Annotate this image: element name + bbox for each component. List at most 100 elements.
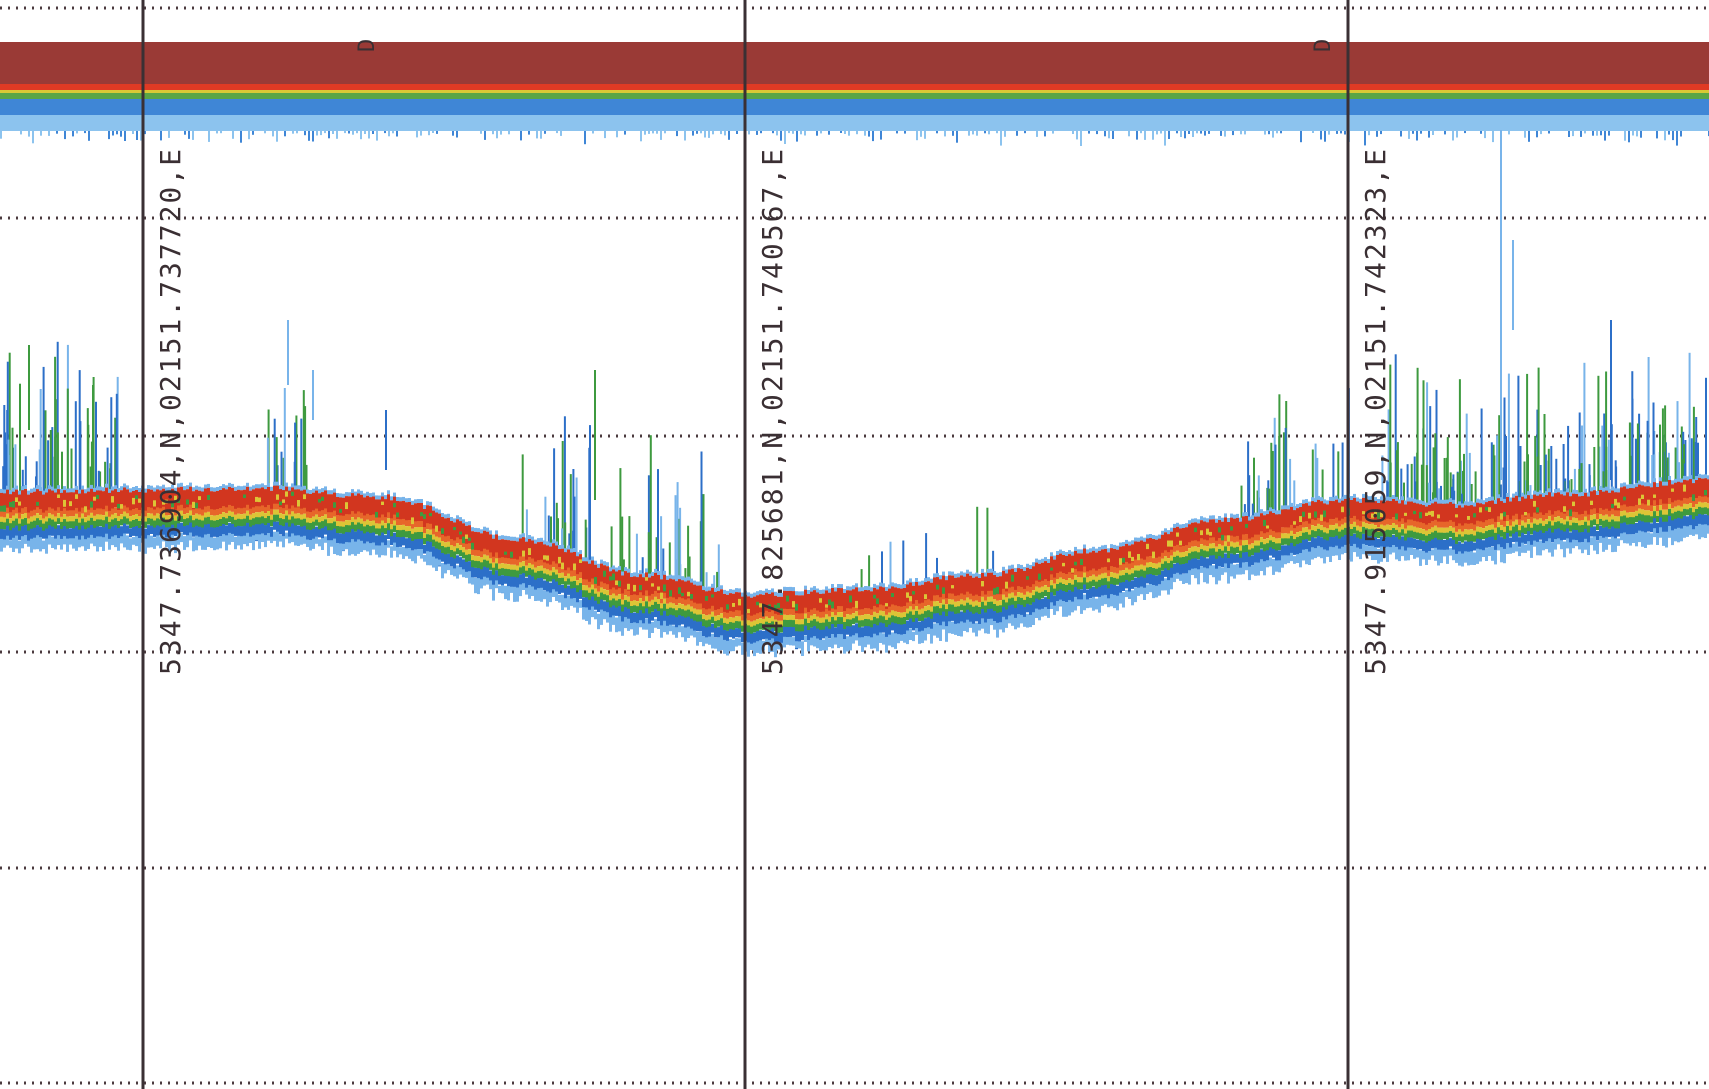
- seabed-echo-sample: [957, 623, 960, 636]
- seabed-echo-sample: [1038, 581, 1041, 588]
- seabed-echo-sample: [135, 495, 138, 500]
- seabed-echo-sample: [960, 571, 963, 576]
- seabed-echo-sample: [1059, 599, 1062, 606]
- seabed-echo-sample: [1638, 480, 1641, 485]
- water-column-echo: [1387, 409, 1390, 506]
- seabed-echo-sample: [96, 536, 99, 552]
- seabed-echo-sample: [747, 614, 750, 621]
- seabed-echo-sample: [777, 614, 780, 621]
- seabed-echo-sample: [1233, 536, 1236, 543]
- seabed-echo-sample: [768, 590, 771, 594]
- seabed-echo-sample: [525, 570, 528, 577]
- seabed-echo-sample: [267, 533, 270, 541]
- seabed-echo-sample: [1707, 525, 1709, 534]
- seabed-echo-sample: [819, 593, 822, 614]
- seabed-echo-sample: [228, 515, 231, 523]
- seabed-echo-sample: [399, 537, 402, 547]
- seabed-echo-sample: [894, 623, 897, 640]
- water-column-echo: [1422, 380, 1425, 509]
- seabed-echo-sample: [789, 619, 792, 627]
- seabed-echo-sample: [1257, 552, 1260, 570]
- seabed-echo-sample: [738, 588, 741, 593]
- seabed-echo-sample: [1509, 525, 1512, 532]
- seabed-echo-sample: [327, 523, 330, 535]
- seabed-echo-sample: [321, 516, 324, 525]
- seabed-echo-sample: [159, 508, 162, 515]
- seabed-echo-sample: [210, 515, 213, 521]
- seabed-echo-sample: [756, 595, 759, 620]
- seabed-echo-sample: [627, 590, 630, 597]
- seabed-echo-sample: [699, 614, 702, 624]
- seabed-echo-sample: [1275, 510, 1278, 515]
- seabed-echo-sample: [1605, 486, 1608, 491]
- water-column-echo: [1601, 425, 1604, 497]
- seabed-echo-sample: [852, 613, 855, 623]
- seabed-echo-sample: [732, 639, 735, 652]
- seabed-echo-sample: [57, 535, 60, 546]
- seabed-echo-sample: [72, 528, 75, 541]
- water-column-echo: [925, 533, 928, 586]
- seabed-echo-sample: [855, 583, 858, 588]
- seabed-echo-sample: [711, 633, 714, 649]
- seabed-echo-sample: [747, 620, 750, 626]
- seabed-echo-sample: [636, 623, 639, 635]
- seabed-echo-sample: [12, 515, 15, 522]
- seabed-echo-sample: [993, 611, 996, 628]
- seabed-echo-sample: [1050, 552, 1053, 557]
- seabed-echo-sample: [9, 490, 12, 495]
- seabed-echo-sample: [1344, 544, 1347, 553]
- seabed-echo-sample: [732, 617, 735, 624]
- seabed-echo-sample: [210, 520, 213, 530]
- seabed-echo-sample: [1350, 529, 1353, 540]
- seabed-echo-sample: [1503, 526, 1506, 533]
- water-column-echo: [902, 540, 905, 590]
- seabed-echo-sample: [600, 609, 603, 625]
- seabed-echo-sample: [1152, 563, 1155, 571]
- seabed-echo-sample: [1287, 538, 1290, 550]
- seabed-echo-sample: [252, 489, 255, 513]
- seabed-echo-sample: [33, 520, 36, 531]
- surface-noise-tick: [1036, 131, 1038, 137]
- water-column-echo: [1638, 413, 1641, 491]
- seabed-echo-sample: [549, 592, 552, 603]
- seabed-echo-sample: [960, 599, 963, 607]
- seabed-echo-sample: [687, 626, 690, 638]
- seabed-echo-sample: [1224, 553, 1227, 570]
- seabed-echo-sample: [72, 516, 75, 524]
- seabed-echo-sample: [477, 550, 480, 557]
- seabed-echo-sample: [1641, 503, 1644, 510]
- seabed-echo-sample: [360, 490, 363, 495]
- seabed-echo-sample: [189, 482, 192, 487]
- seabed-echo-sample: [1158, 574, 1161, 585]
- water-column-echo: [649, 435, 652, 580]
- seabed-echo-sample: [30, 528, 33, 540]
- surface-noise-tick: [520, 131, 522, 141]
- seabed-echo-sample: [321, 521, 324, 529]
- seabed-echo-sample: [588, 599, 591, 611]
- seabed-echo-sample: [1044, 597, 1047, 610]
- seabed-echo-sample: [900, 588, 903, 612]
- seabed-echo-sample: [162, 512, 165, 519]
- seabed-echo-sample: [1368, 496, 1371, 501]
- seabed-echo-sample: [357, 522, 360, 532]
- seabed-echo-sample: [1644, 522, 1647, 534]
- water-column-echoes: [2, 130, 1707, 596]
- seabed-echo-sample: [180, 486, 183, 507]
- seabed-echo-sample: [831, 601, 834, 609]
- seabed-echo-sample: [294, 513, 297, 521]
- seabed-echo-sample: [684, 581, 687, 603]
- seabed-echo-sample: [1665, 521, 1668, 535]
- seabed-echo-sample: [729, 629, 732, 638]
- seabed-echo-sample: [783, 626, 786, 645]
- seabed-echo-sample: [606, 562, 609, 567]
- surface-noise-tick: [1112, 131, 1114, 139]
- seabed-echo-sample: [396, 512, 399, 518]
- seabed-echo-sample: [453, 546, 456, 555]
- seabed-echo-sample: [1254, 552, 1257, 563]
- seabed-echo-sample: [399, 547, 402, 555]
- seabed-echo-sample: [819, 639, 822, 651]
- seabed-echo-sample: [1044, 579, 1047, 586]
- seabed-echo-sample: [1554, 493, 1557, 512]
- seabed-echo-sample: [150, 525, 153, 534]
- seabed-echo-sample: [357, 493, 360, 515]
